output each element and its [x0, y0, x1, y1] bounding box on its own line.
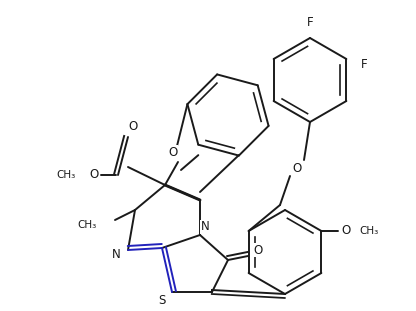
Text: CH₃: CH₃: [57, 170, 76, 180]
Text: O: O: [292, 161, 302, 174]
Text: CH₃: CH₃: [359, 226, 379, 236]
Text: F: F: [307, 16, 313, 30]
Text: O: O: [168, 146, 178, 159]
Text: CH₃: CH₃: [78, 220, 97, 230]
Text: F: F: [361, 58, 368, 71]
Text: O: O: [253, 244, 262, 257]
Text: O: O: [89, 169, 99, 182]
Text: O: O: [342, 225, 351, 238]
Text: N: N: [201, 220, 209, 234]
Text: N: N: [111, 248, 120, 262]
Text: S: S: [158, 294, 166, 307]
Text: O: O: [129, 120, 138, 133]
